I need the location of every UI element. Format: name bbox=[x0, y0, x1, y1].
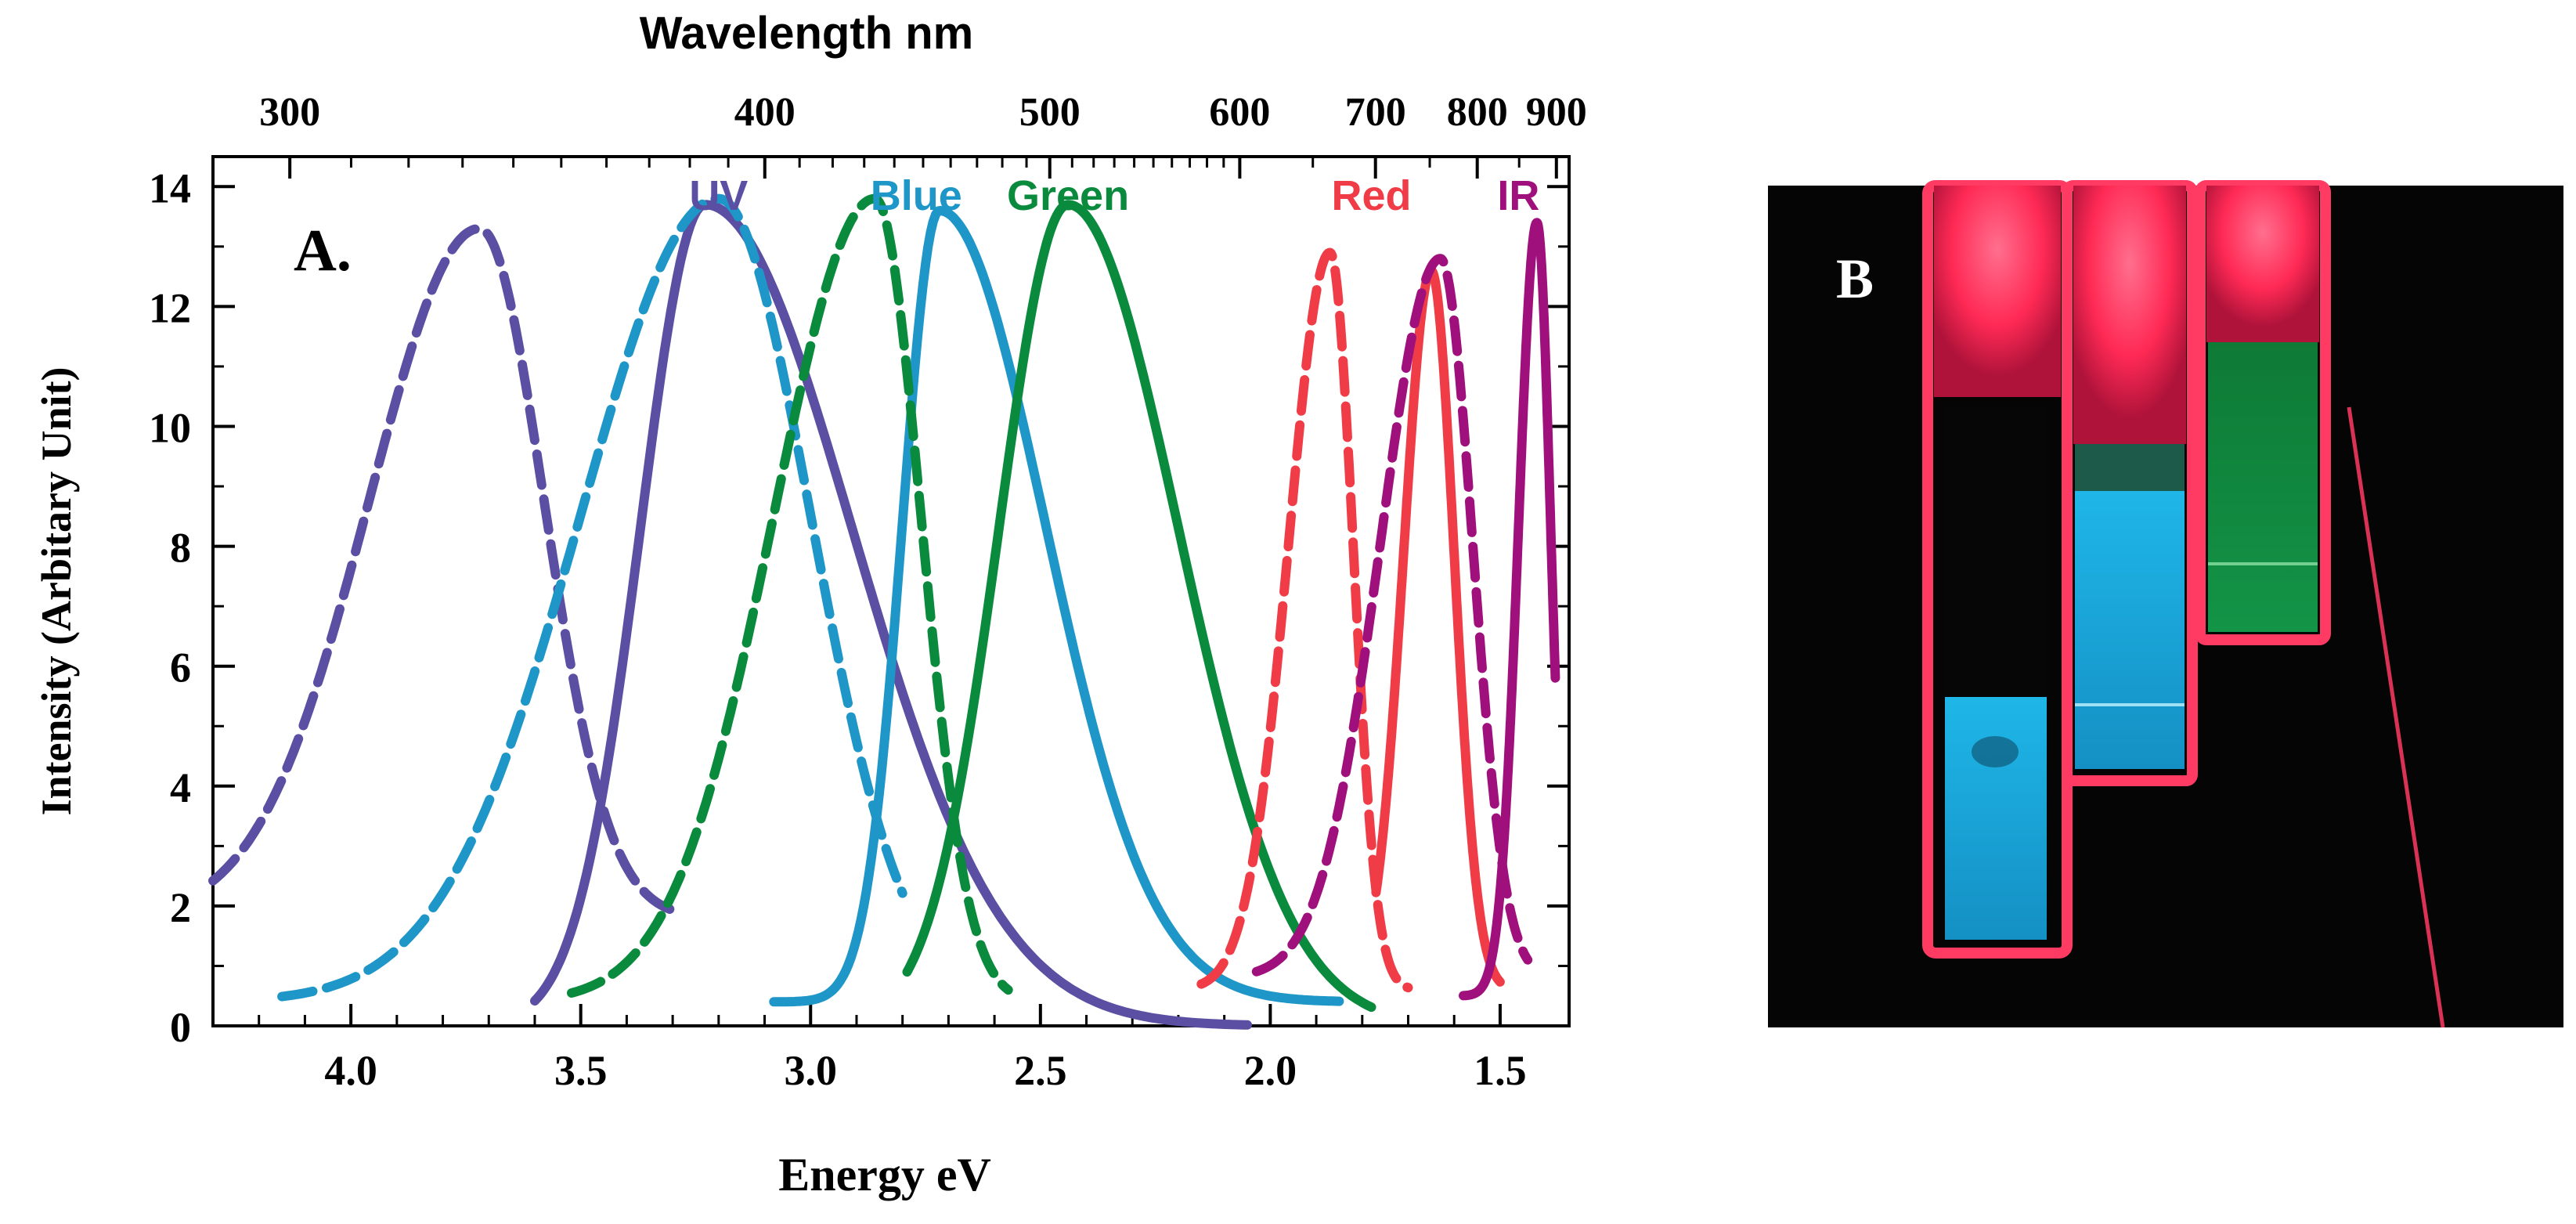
series-ir-absorption bbox=[1251, 254, 1533, 977]
series-layer bbox=[208, 193, 1560, 1030]
y-tick-label: 12 bbox=[149, 284, 191, 331]
cuvette-middle bbox=[2062, 180, 2198, 786]
y-tick-label: 0 bbox=[170, 1004, 191, 1051]
series-green-emission bbox=[902, 200, 1376, 1013]
top-tick-label: 500 bbox=[1019, 90, 1081, 135]
cuvette-right bbox=[2195, 180, 2331, 645]
y-tick-label: 10 bbox=[149, 404, 191, 451]
series-green-absorption bbox=[567, 193, 1013, 998]
laser-streak bbox=[2347, 406, 2445, 1028]
cuvette-left bbox=[1922, 180, 2073, 959]
panel-b-label: B bbox=[1836, 247, 1874, 310]
series-red-emission bbox=[1371, 265, 1505, 987]
top-tick-label: 700 bbox=[1345, 90, 1406, 135]
panel-b-photo: B bbox=[1768, 180, 2563, 1028]
top-axis-ticks: 300 400 500 600 700 800 900 bbox=[259, 90, 1587, 179]
x-tick-label: 2.0 bbox=[1244, 1047, 1297, 1094]
top-tick-label: 600 bbox=[1209, 90, 1270, 135]
y-axis-ticks: 0 2 4 6 8 10 12 14 bbox=[149, 164, 1569, 1051]
top-tick-label: 300 bbox=[259, 90, 320, 135]
label-uv: UV bbox=[689, 172, 748, 219]
y-tick-label: 8 bbox=[170, 525, 191, 572]
y-tick-label: 14 bbox=[149, 164, 191, 211]
series-uv-absorption bbox=[208, 223, 678, 915]
label-green: Green bbox=[1007, 172, 1129, 219]
y-axis-label: Intensity (Arbitary Unit) bbox=[33, 367, 80, 816]
y-tick-label: 4 bbox=[170, 764, 191, 811]
x-axis-label: Energy eV bbox=[778, 1149, 991, 1201]
label-red: Red bbox=[1332, 172, 1412, 219]
panel-a-chart: Wavelength nm 300 400 500 600 700 800 900 0 2 4 6… bbox=[33, 8, 1587, 1201]
x-tick-label: 3.0 bbox=[785, 1047, 838, 1094]
series-blue-absorption bbox=[277, 193, 907, 1002]
x-tick-label: 4.0 bbox=[324, 1047, 377, 1094]
x-tick-label: 3.5 bbox=[554, 1047, 608, 1094]
x-axis-ticks: 4.0 3.5 3.0 2.5 2.0 1.5 bbox=[258, 1004, 1527, 1094]
y-tick-label: 2 bbox=[170, 884, 191, 931]
x-tick-label: 2.5 bbox=[1014, 1047, 1067, 1094]
series-blue-emission bbox=[769, 206, 1344, 1007]
top-tick-label: 800 bbox=[1447, 90, 1508, 135]
label-ir: IR bbox=[1497, 172, 1539, 219]
top-tick-label: 400 bbox=[734, 90, 796, 135]
series-ir-emission bbox=[1459, 218, 1560, 1001]
label-blue: Blue bbox=[871, 172, 962, 219]
series-annotations: UV Blue Green Red IR bbox=[689, 172, 1539, 219]
panel-a-label: A. bbox=[294, 218, 352, 283]
x-tick-label: 1.5 bbox=[1474, 1047, 1527, 1094]
series-red-absorption bbox=[1196, 247, 1413, 993]
y-tick-label: 6 bbox=[170, 644, 191, 691]
plot-frame bbox=[211, 155, 1571, 1027]
top-axis-label: Wavelength nm bbox=[640, 8, 973, 59]
top-tick-label: 900 bbox=[1526, 90, 1587, 135]
